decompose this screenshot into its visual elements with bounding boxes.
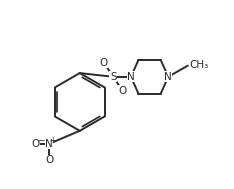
Text: S: S (110, 72, 117, 82)
Text: O: O (32, 139, 40, 149)
Text: N: N (45, 139, 53, 149)
Text: O: O (45, 155, 53, 165)
Text: N: N (164, 72, 172, 82)
Text: CH₃: CH₃ (190, 60, 209, 70)
Text: +: + (49, 136, 55, 145)
Text: −: − (37, 136, 44, 145)
Text: O: O (100, 58, 108, 68)
Text: N: N (127, 72, 135, 82)
Text: O: O (118, 86, 127, 96)
